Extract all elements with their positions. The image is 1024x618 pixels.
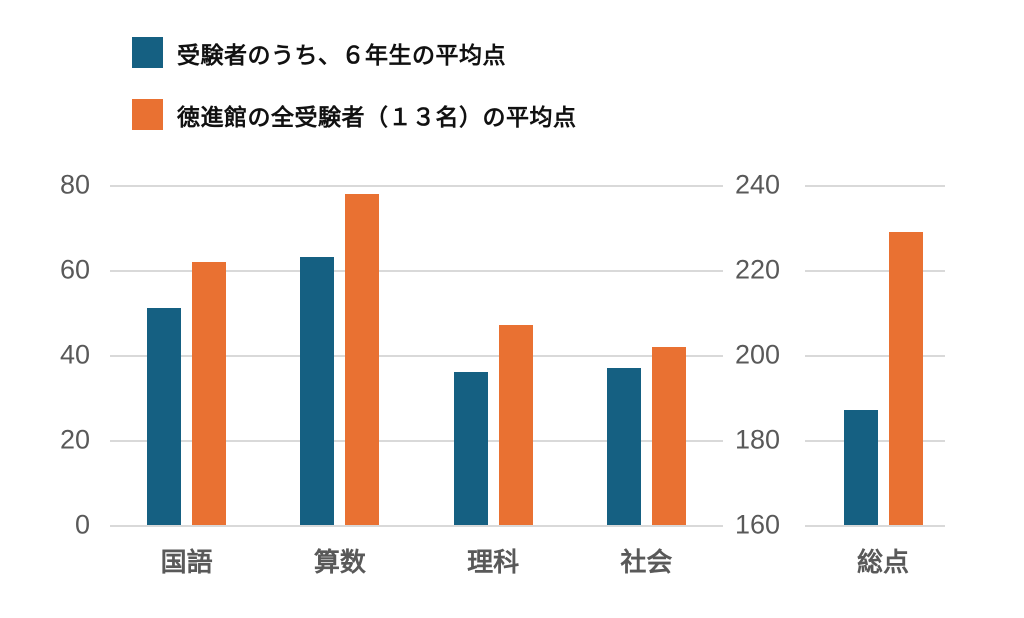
legend-item-grade6: 受験者のうち、６年生の平均点: [132, 37, 506, 68]
legend-label-grade6: 受験者のうち、６年生の平均点: [177, 41, 506, 68]
y-axis-tick-80: 80: [59, 169, 90, 200]
gridline-200: [805, 355, 945, 357]
y-axis-tick-60: 60: [59, 254, 90, 285]
bar-grade6-理科: [453, 372, 488, 525]
bar-all-社会: [651, 346, 686, 525]
legend-swatch-blue-icon: [132, 37, 163, 68]
total-score-plot: 160 180 200 220 240 総点: [735, 170, 945, 577]
bar-all-理科: [498, 325, 533, 525]
y-axis-tick-180: 180: [734, 424, 780, 455]
gridline-240: [805, 185, 945, 187]
bar-all-国語: [192, 261, 227, 525]
y-axis-tick-20: 20: [59, 424, 90, 455]
gridline-220: [805, 270, 945, 272]
y-axis-tick-240: 240: [734, 169, 780, 200]
legend-item-all-examinees: 徳進館の全受験者（１３名）の平均点: [132, 99, 577, 130]
bar-all-算数: [345, 193, 380, 525]
gridline-60: [110, 270, 723, 272]
x-axis-category-label: 社会: [620, 547, 673, 577]
y-axis-tick-160: 160: [734, 509, 780, 540]
y-axis-tick-200: 200: [734, 339, 780, 370]
bar-grade6-社会: [606, 367, 641, 525]
gridline-40: [110, 355, 723, 357]
bar-all-総点: [888, 231, 923, 525]
legend-swatch-orange-icon: [132, 99, 163, 130]
x-axis-category-label: 国語: [160, 547, 213, 577]
gridline-160: [805, 525, 945, 527]
bar-grade6-算数: [300, 257, 335, 525]
bar-grade6-国語: [147, 308, 182, 525]
legend-label-all-examinees: 徳進館の全受験者（１３名）の平均点: [177, 103, 577, 130]
y-axis-tick-0: 0: [74, 509, 90, 540]
y-axis-tick-220: 220: [734, 254, 780, 285]
gridline-20: [110, 440, 723, 442]
y-axis-tick-40: 40: [59, 339, 90, 370]
x-axis-category-label: 総点: [856, 547, 909, 577]
gridline-0: [110, 525, 723, 527]
x-axis-category-label: 理科: [467, 547, 520, 577]
bar-grade6-総点: [843, 410, 878, 525]
x-axis-category-label: 算数: [313, 547, 366, 577]
subject-scores-plot: 0 20 40 60 80 国語 算数 理科 社会: [60, 170, 723, 577]
gridline-80: [110, 185, 723, 187]
